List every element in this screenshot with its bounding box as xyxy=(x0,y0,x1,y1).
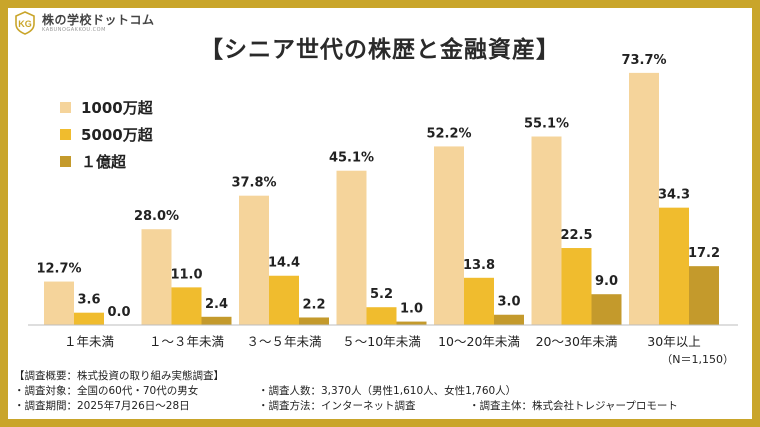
data-label-1oku-2: 2.2 xyxy=(302,297,325,312)
category-label-6: 30年以上 xyxy=(647,334,700,349)
bar-5000man-6 xyxy=(659,207,689,325)
footer-method: ・調査方法：インターネット調査 xyxy=(258,400,416,412)
footer-heading: 【調査概要：株式投資の取り組み実態調査】 xyxy=(14,370,224,382)
logo-name: 株の学校ドットコム xyxy=(42,12,155,27)
bar-1oku-6 xyxy=(689,266,719,325)
footer-target: ・調査対象：全国の60代・70代の男女 xyxy=(14,385,199,397)
footer-count: ・調査人数：3,370人（男性1,610人、女性1,760人） xyxy=(258,385,517,397)
svg-text:KG: KG xyxy=(18,19,32,29)
data-label-5000man-3: 5.2 xyxy=(370,287,393,302)
category-label-0: １年未満 xyxy=(64,334,114,349)
bar-5000man-3 xyxy=(366,307,397,325)
bar-5000man-0 xyxy=(74,312,104,325)
data-label-1000man-0: 12.7% xyxy=(36,262,81,277)
legend-label-1000man: 1000万超 xyxy=(81,99,153,117)
data-label-5000man-1: 11.0 xyxy=(170,267,202,282)
bar-1000man-4 xyxy=(434,146,464,325)
bar-1oku-3 xyxy=(396,321,427,325)
logo-icon: KG xyxy=(14,11,36,35)
bar-1000man-1 xyxy=(141,229,172,325)
data-label-1000man-6: 73.7% xyxy=(621,53,666,68)
data-label-1000man-2: 37.8% xyxy=(231,176,276,191)
data-label-5000man-6: 34.3 xyxy=(658,188,690,203)
bar-1oku-5 xyxy=(591,294,622,325)
data-label-1oku-4: 3.0 xyxy=(497,295,520,310)
legend-item-1oku: １億超 xyxy=(60,148,153,175)
bar-5000man-4 xyxy=(464,277,494,325)
bar-1oku-4 xyxy=(494,314,524,325)
logo: KG 株の学校ドットコム KABUNOGAKKOU.COM xyxy=(14,9,155,37)
data-label-1000man-3: 45.1% xyxy=(329,151,374,166)
bar-1oku-2 xyxy=(299,317,329,325)
footer-period: ・調査期間：2025年7月26日～28日 xyxy=(14,400,190,412)
data-label-1000man-1: 28.0% xyxy=(134,209,179,224)
bar-1000man-5 xyxy=(531,136,562,325)
data-label-1oku-0: 0.0 xyxy=(107,305,130,320)
legend-swatch-1oku xyxy=(60,156,71,167)
legend-swatch-1000man xyxy=(60,102,71,113)
legend-item-5000man: 5000万超 xyxy=(60,121,153,148)
legend-label-5000man: 5000万超 xyxy=(81,126,153,144)
data-label-1000man-5: 55.1% xyxy=(524,117,569,132)
sample-size-note: （N＝1,150） xyxy=(661,353,734,366)
category-label-4: 10～20年未満 xyxy=(438,334,520,349)
data-label-1oku-6: 17.2 xyxy=(688,246,720,261)
data-label-5000man-0: 3.6 xyxy=(77,293,100,308)
data-label-1oku-5: 9.0 xyxy=(595,274,618,289)
footer-sponsor: ・調査主体：株式会社トレジャープロモート xyxy=(469,400,678,412)
data-label-1oku-1: 2.4 xyxy=(205,297,228,312)
legend: 1000万超 5000万超 １億超 xyxy=(60,94,153,175)
data-label-5000man-4: 13.8 xyxy=(463,258,495,273)
bar-1000man-2 xyxy=(239,195,269,325)
bar-5000man-2 xyxy=(269,275,299,325)
bar-1oku-1 xyxy=(201,316,232,325)
legend-item-1000man: 1000万超 xyxy=(60,94,153,121)
category-label-5: 20～30年未満 xyxy=(536,334,618,349)
category-label-3: ５～10年未満 xyxy=(342,334,420,349)
bar-5000man-1 xyxy=(171,287,202,325)
legend-swatch-5000man xyxy=(60,129,71,140)
category-label-2: ３～５年未満 xyxy=(246,334,321,349)
data-label-5000man-2: 14.4 xyxy=(268,256,300,271)
data-label-1oku-3: 1.0 xyxy=(400,302,423,317)
category-label-1: １～３年未満 xyxy=(149,334,224,349)
bar-5000man-5 xyxy=(561,248,592,325)
data-label-1000man-4: 52.2% xyxy=(426,126,471,141)
legend-label-1oku: １億超 xyxy=(81,153,127,171)
bar-1000man-3 xyxy=(336,170,367,325)
data-label-5000man-5: 22.5 xyxy=(560,228,592,243)
logo-subtitle: KABUNOGAKKOU.COM xyxy=(42,26,106,33)
bar-1000man-0 xyxy=(44,281,74,325)
bar-1000man-6 xyxy=(629,72,659,325)
chart-title: 【シニア世代の株歴と金融資産】 xyxy=(200,37,560,63)
